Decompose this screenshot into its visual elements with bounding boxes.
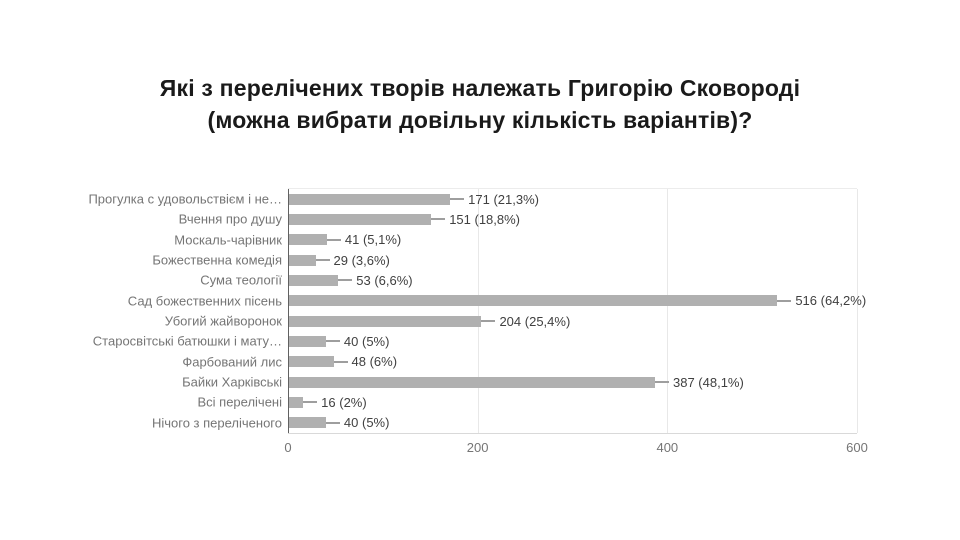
value-annotation: 204 (25,4%) xyxy=(499,313,571,329)
bar-row: Сума теології 53 (6,6%) xyxy=(200,270,857,290)
x-tick-label-0: 0 xyxy=(284,440,292,455)
category-label: Божественна комедія xyxy=(152,252,282,268)
gridline-200 xyxy=(477,189,479,433)
bar-row: Убогий жайворонок 204 (25,4%) xyxy=(165,311,857,331)
bar xyxy=(288,396,304,408)
annotation-connector-line xyxy=(325,340,340,343)
chart-title-line-2: (можна вибрати довільну кількість варіан… xyxy=(207,107,753,133)
value-annotation: 41 (5,1%) xyxy=(344,232,402,248)
x-tick-label-600: 600 xyxy=(846,440,868,455)
bar xyxy=(288,376,655,388)
value-annotation: 40 (5%) xyxy=(343,415,390,431)
value-annotation: 29 (3,6%) xyxy=(333,252,390,268)
value-annotation: 171 (21,3%) xyxy=(468,191,539,207)
x-axis: 0 200 400 600 xyxy=(284,440,867,458)
bar-row: Божественна комедія 29 (3,6%) xyxy=(152,250,857,270)
category-label: Нічого з переліченого xyxy=(151,415,282,431)
annotation-connector-line xyxy=(450,198,465,201)
value-annotation: 53 (6,6%) xyxy=(356,272,413,288)
category-label: Старосвітські батюшки і мату… xyxy=(92,333,282,349)
value-annotation: 16 (2%) xyxy=(321,394,367,410)
annotation-connector-line xyxy=(777,299,792,302)
gridline-400 xyxy=(667,189,669,433)
chart-title-line-1: Які з перелічених творів належать Григор… xyxy=(159,75,801,101)
annotation-connector-line xyxy=(325,421,340,424)
annotation-connector-line xyxy=(333,360,348,363)
bar-row: Всі перелічені 16 (2%) xyxy=(197,392,857,412)
category-label: Всі перелічені xyxy=(197,394,282,410)
bar-row: Байки Харківські 387 (48,1%) xyxy=(182,372,857,392)
annotation-connector-line xyxy=(338,279,353,282)
category-label: Фарбований лис xyxy=(182,354,282,370)
category-label: Прогулка с удовольствієм і не… xyxy=(88,191,282,207)
value-annotation: 151 (18,8%) xyxy=(449,211,521,227)
bar xyxy=(288,315,482,327)
bar-row: Нічого з переліченого 40 (5%) xyxy=(152,413,857,433)
annotation-connector-line xyxy=(481,320,496,323)
category-label: Байки Харківські xyxy=(182,374,282,390)
annotation-connector-line xyxy=(315,259,330,262)
annotation-connector-line xyxy=(303,401,318,404)
plot-area: Прогулка с удовольствієм і не… 171 (21,3%… xyxy=(88,188,866,434)
y-axis-line xyxy=(288,189,289,433)
bar-row: Вчення про душу 151 (18,8%) xyxy=(179,209,857,229)
bar-row: Фарбований лис 48 (6%) xyxy=(182,352,857,372)
category-label: Вчення про душу xyxy=(178,211,282,227)
bar-row: Прогулка с удовольствієм і не… 171 (21,3%… xyxy=(88,189,857,209)
bar xyxy=(288,417,326,429)
x-tick-label-400: 400 xyxy=(656,440,679,455)
bar-row: Москаль-чарівник 41 (5,1%) xyxy=(174,230,857,250)
bar xyxy=(288,274,339,286)
value-annotation: 40 (5%) xyxy=(343,333,390,349)
value-annotation: 48 (6%) xyxy=(351,354,398,370)
bar-row: Сад божественних пісень 516 (64,2%) xyxy=(128,291,866,311)
gridline-600 xyxy=(857,189,858,433)
bar xyxy=(288,295,778,307)
x-tick-label-200: 200 xyxy=(466,440,489,455)
category-label: Убогий жайворонок xyxy=(164,313,282,329)
annotation-connector-line xyxy=(431,218,446,221)
category-label: Сума теології xyxy=(200,272,282,288)
category-label: Москаль-чарівник xyxy=(174,232,282,248)
value-annotation: 516 (64,2%) xyxy=(795,293,867,309)
bar-row: Старосвітські батюшки і мату… 40 (5%) xyxy=(93,331,857,351)
bar xyxy=(288,356,334,368)
bar xyxy=(288,213,432,225)
chart-title: Які з перелічених творів належать Григор… xyxy=(0,72,960,136)
bar xyxy=(288,335,326,347)
annotation-connector-line xyxy=(326,238,341,241)
value-annotation: 387 (48,1%) xyxy=(673,374,744,390)
annotation-connector-line xyxy=(655,381,669,384)
category-label: Сад божественних пісень xyxy=(127,293,282,309)
bar xyxy=(288,193,451,205)
bar xyxy=(288,254,316,266)
bar xyxy=(288,234,327,246)
